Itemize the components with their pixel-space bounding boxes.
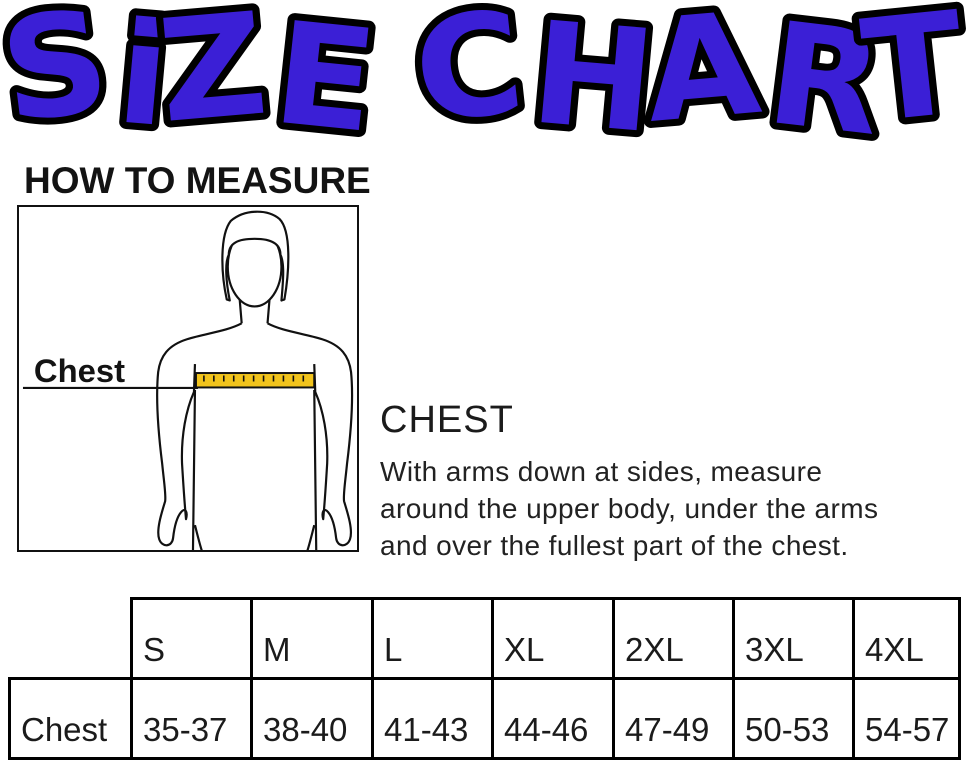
size-value-cell: 47-49 — [612, 677, 735, 760]
measuring-tape — [194, 372, 316, 389]
right-arm-outline — [267, 322, 354, 547]
tape-tick-marks — [203, 375, 305, 382]
size-value-cell: 41-43 — [371, 677, 494, 760]
size-chart-table: S M L XL 2XL 3XL 4XL Chest 35-37 38-40 4… — [8, 597, 961, 760]
size-col-header: M — [250, 597, 374, 680]
table-corner-blank — [9, 598, 132, 679]
size-value-cell: 54-57 — [852, 677, 961, 760]
instruction-line: and over the fullest part of the chest. — [380, 530, 849, 561]
diagram-chest-label: Chest — [34, 352, 125, 389]
size-col-header: 3XL — [732, 597, 855, 680]
chest-section-heading: CHEST — [380, 399, 514, 441]
size-value-cell: 35-37 — [130, 677, 253, 760]
size-col-header: 2XL — [612, 597, 735, 680]
size-value-cell: 50-53 — [732, 677, 855, 760]
title-banner: SiZE CHART — [0, 0, 978, 155]
person-figure: Chest — [22, 210, 354, 550]
hair-outline — [221, 210, 290, 302]
table-header-row: S M L XL 2XL 3XL 4XL — [9, 597, 961, 680]
instruction-line: With arms down at sides, measure — [380, 456, 823, 487]
how-to-measure-heading: HOW TO MEASURE — [24, 160, 371, 201]
instruction-line: around the upper body, under the arms — [380, 493, 879, 524]
size-col-header: L — [371, 597, 494, 680]
torso-side-lines — [191, 389, 318, 550]
chest-instructions: With arms down at sides, measure around … — [380, 453, 978, 564]
size-value-cell: 44-46 — [491, 677, 615, 760]
page-title: SiZE CHART — [0, 0, 972, 155]
row-label-chest: Chest — [8, 677, 133, 760]
measurement-diagram: Chest — [17, 205, 359, 552]
size-col-header: XL — [491, 597, 615, 680]
size-value-cell: 38-40 — [250, 677, 374, 760]
left-arm-outline — [156, 322, 243, 547]
size-col-header: S — [130, 597, 253, 680]
table-row: Chest 35-37 38-40 41-43 44-46 47-49 50-5… — [8, 677, 961, 760]
neck-lines — [238, 299, 271, 324]
size-col-header: 4XL — [852, 597, 961, 680]
